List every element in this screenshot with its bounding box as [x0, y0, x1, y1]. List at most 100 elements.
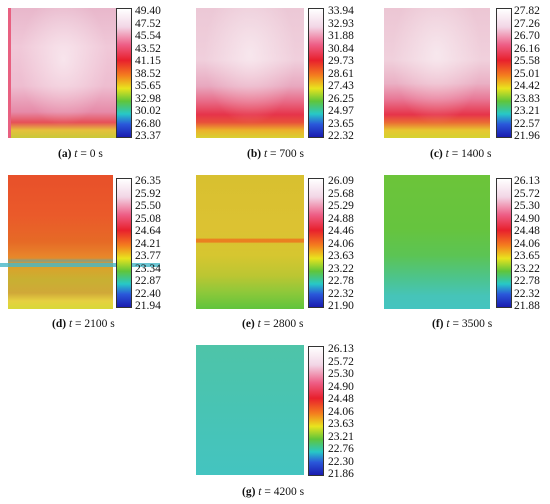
- caption-d: (d) t = 2100 s: [52, 318, 115, 330]
- caption-label: (d): [52, 318, 67, 330]
- tick-label: 22.57: [514, 117, 540, 130]
- tick-label: 45.54: [135, 30, 161, 42]
- tick-label: 35.65: [135, 80, 161, 92]
- tick-label: 25.68: [328, 187, 354, 200]
- tick-label: 24.48: [328, 393, 354, 405]
- tick-label: 24.06: [328, 237, 354, 250]
- tick-label: 24.97: [328, 105, 354, 117]
- tick-label: 23.22: [328, 262, 354, 275]
- tick-label: 21.88: [514, 300, 540, 312]
- tick-label: 22.76: [328, 443, 354, 455]
- tick-label: 24.46: [328, 225, 354, 237]
- tick-label: 24.21: [135, 237, 161, 250]
- tick-label: 22.32: [514, 287, 540, 300]
- tick-label: 32.98: [135, 92, 161, 105]
- tick-label: 26.25: [328, 92, 354, 105]
- tick-label: 23.83: [514, 92, 540, 105]
- thermal-image-c: [384, 8, 490, 138]
- tick-label: 41.15: [135, 55, 161, 67]
- colorbar-e: [308, 178, 324, 308]
- tick-label: 26.13: [328, 343, 354, 355]
- tick-label: 23.63: [328, 250, 354, 262]
- thermal-image-a: [8, 8, 119, 138]
- tick-label: 47.52: [135, 17, 161, 30]
- tick-label: 24.06: [328, 405, 354, 418]
- colorbar-a: [116, 8, 132, 138]
- caption-time-symbol: t: [263, 148, 268, 160]
- tick-label: 30.02: [135, 105, 161, 117]
- caption-time: 1400 s: [461, 148, 492, 160]
- tick-label: 21.90: [328, 300, 354, 312]
- tick-label: 24.64: [135, 225, 161, 237]
- thermal-image-b: [196, 8, 304, 138]
- tick-label: 21.94: [135, 300, 161, 312]
- caption-time-symbol: t: [258, 486, 262, 498]
- tick-label: 27.43: [328, 80, 354, 92]
- caption-time: 4200 s: [273, 486, 305, 498]
- caption-b: (b) t = 700 s: [247, 148, 304, 160]
- caption-label: (g): [242, 486, 256, 498]
- tick-label: 22.78: [514, 275, 540, 287]
- caption-f: (f) t = 3500 s: [432, 318, 493, 330]
- thermal-image-f: [384, 175, 490, 309]
- tick-label: 23.77: [135, 250, 161, 262]
- thermal-streak-d: [0, 263, 160, 267]
- tick-label: 24.90: [514, 212, 540, 225]
- tick-label: 25.72: [514, 187, 540, 200]
- tick-label: 21.86: [328, 468, 354, 480]
- tick-label: 21.96: [514, 130, 540, 142]
- colorbar-b: [308, 8, 324, 138]
- tick-label: 25.30: [514, 200, 540, 212]
- tick-label: 26.70: [514, 30, 540, 42]
- tick-label: 22.78: [328, 275, 354, 287]
- thermal-image-e: [196, 175, 304, 309]
- tick-label: 22.87: [135, 275, 161, 287]
- caption-label: (a): [58, 148, 72, 160]
- caption-a: (a) t = 0 s: [58, 148, 103, 160]
- tick-label: 26.80: [135, 117, 161, 130]
- tick-label: 28.61: [328, 67, 354, 80]
- caption-time-symbol: t: [446, 318, 450, 330]
- colorbar-d: [116, 178, 132, 308]
- colorbar-g: [308, 346, 324, 476]
- tick-label: 33.94: [328, 5, 354, 17]
- tick-label: 26.13: [514, 175, 540, 187]
- tick-label: 23.21: [328, 430, 354, 443]
- thermal-image-d: [8, 175, 113, 309]
- tick-label: 24.06: [514, 237, 540, 250]
- caption-time: 700 s: [279, 148, 304, 160]
- caption-time-symbol: t: [74, 148, 78, 160]
- tick-label: 26.35: [135, 175, 161, 187]
- tick-label: 30.84: [328, 42, 354, 55]
- tick-label: 22.32: [328, 130, 354, 142]
- caption-time-symbol: t: [68, 318, 73, 330]
- caption-time: 2100 s: [84, 318, 115, 330]
- tick-label: 22.32: [328, 287, 354, 300]
- caption-label: (e): [242, 318, 255, 330]
- tick-label: 25.58: [514, 55, 540, 67]
- colorbar-f: [496, 178, 512, 308]
- caption-time-symbol: t: [257, 318, 261, 330]
- tick-label: 24.90: [328, 380, 354, 393]
- tick-label: 25.30: [328, 368, 354, 380]
- tick-label: 23.22: [514, 262, 540, 275]
- caption-g: (g) t = 4200 s: [242, 486, 305, 498]
- tick-label: 25.92: [135, 187, 161, 200]
- tick-label: 26.09: [328, 175, 354, 187]
- caption-e: (e) t = 2800 s: [242, 318, 304, 330]
- tick-label: 22.40: [135, 287, 161, 300]
- tick-label: 29.73: [328, 55, 354, 67]
- tick-label: 24.88: [328, 212, 354, 225]
- tick-label: 24.42: [514, 80, 540, 92]
- tick-label: 23.21: [514, 105, 540, 117]
- tick-label: 25.08: [135, 212, 161, 225]
- tick-label: 25.01: [514, 67, 540, 80]
- thermal-image-g: [196, 345, 304, 475]
- caption-label: (b): [247, 148, 262, 160]
- caption-time: 0 s: [89, 148, 103, 160]
- tick-label: 27.82: [514, 5, 540, 17]
- tick-label: 49.40: [135, 5, 161, 17]
- tick-label: 32.93: [328, 17, 354, 30]
- tick-label: 25.29: [328, 200, 354, 212]
- caption-time: 3500 s: [461, 318, 493, 330]
